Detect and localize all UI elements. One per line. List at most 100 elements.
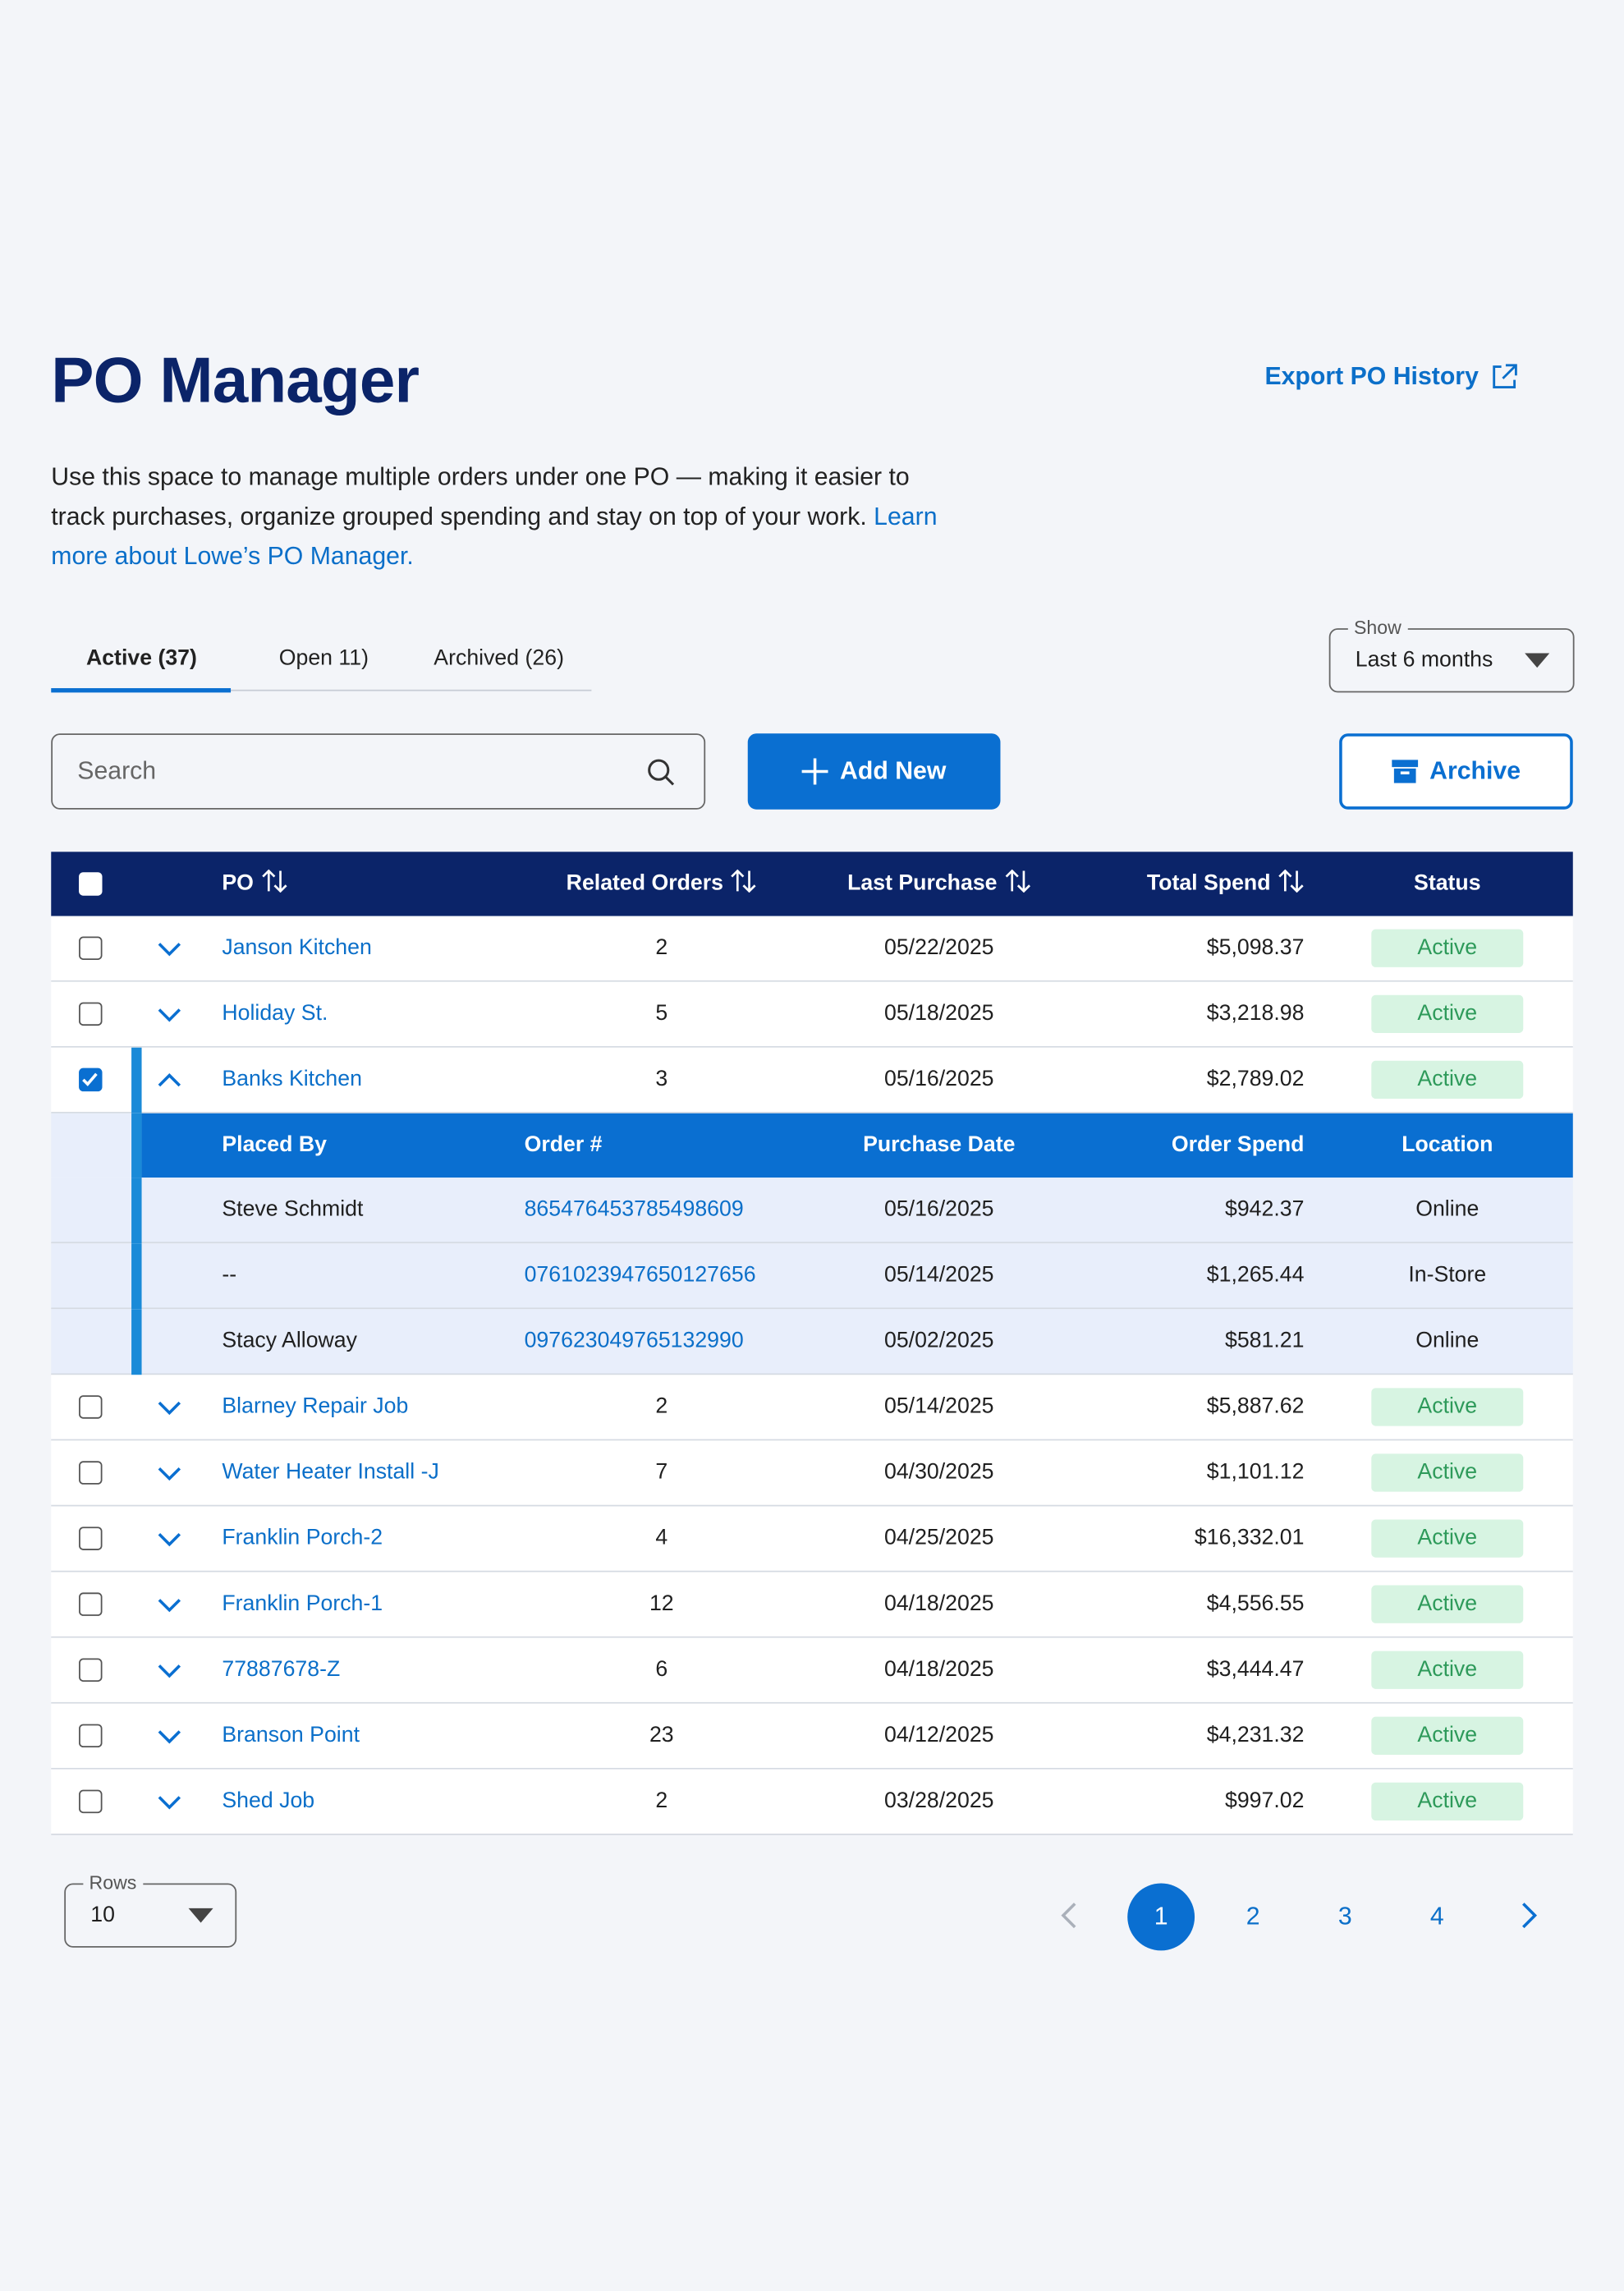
dropdown-label: Show bbox=[1347, 616, 1407, 639]
column-label: Status bbox=[1414, 870, 1481, 896]
order-row: Steve Schmidt 865476453785498609 05/16/202… bbox=[51, 1178, 1573, 1244]
po-name[interactable]: Franklin Porch-2 bbox=[222, 1525, 383, 1550]
description: Use this space to manage multiple orders… bbox=[51, 457, 942, 576]
expand-toggle-svg bbox=[158, 1401, 181, 1416]
order-spend: $942.37 bbox=[1224, 1196, 1305, 1222]
po-row: Banks Kitchen 3 05/16/2025 $2,789.02 Active bbox=[51, 1047, 1573, 1113]
location: Online bbox=[1415, 1196, 1479, 1222]
row-checkbox[interactable] bbox=[79, 1658, 103, 1682]
related-orders: 2 bbox=[655, 1788, 668, 1814]
order-number[interactable]: 0761023947650127656 bbox=[524, 1262, 756, 1288]
status-pill: Active bbox=[1371, 1716, 1524, 1755]
export-link[interactable]: Export PO History bbox=[1264, 362, 1519, 392]
orders-column-header: Purchase Date bbox=[863, 1132, 1016, 1158]
page-title: PO Manager bbox=[51, 344, 420, 417]
po-name[interactable]: Branson Point bbox=[222, 1722, 360, 1748]
order-spend: $581.21 bbox=[1224, 1328, 1305, 1353]
dropdown-value: 10 bbox=[90, 1902, 115, 1927]
sort-icon bbox=[731, 869, 757, 893]
related-orders: 12 bbox=[649, 1591, 674, 1616]
expand-toggle[interactable] bbox=[156, 1398, 182, 1416]
select-all-checkbox[interactable] bbox=[79, 872, 103, 896]
expand-toggle[interactable] bbox=[156, 1464, 182, 1481]
purchase-date: 05/14/2025 bbox=[883, 1262, 994, 1288]
export-text: Export PO History bbox=[1264, 362, 1479, 391]
expand-toggle-svg bbox=[158, 1467, 181, 1481]
row-checkbox[interactable] bbox=[79, 1461, 103, 1485]
po-name[interactable]: Water Heater Install -J bbox=[222, 1459, 439, 1485]
column-header[interactable]: Related Orders bbox=[533, 852, 790, 916]
column-label: Last Purchase bbox=[847, 870, 998, 896]
po-name[interactable]: Banks Kitchen bbox=[222, 1066, 362, 1092]
order-row: -- 0761023947650127656 05/14/2025 $1,265.44… bbox=[51, 1243, 1573, 1310]
page-button[interactable]: 4 bbox=[1429, 1902, 1444, 1931]
expand-toggle[interactable] bbox=[156, 1530, 182, 1547]
po-name[interactable]: Franklin Porch-1 bbox=[222, 1591, 383, 1616]
po-name[interactable]: 77887678-Z bbox=[222, 1656, 341, 1682]
po-name[interactable]: Holiday St. bbox=[222, 1000, 328, 1026]
button-label: Archive bbox=[1429, 756, 1521, 785]
row-checkbox[interactable] bbox=[79, 1724, 103, 1748]
row-checkbox[interactable] bbox=[79, 1789, 103, 1814]
learn-more-link[interactable]: Learn more about Lowe’s PO Manager. bbox=[51, 503, 938, 570]
expand-toggle-svg bbox=[158, 1796, 181, 1810]
rows-dropdown[interactable]: Rows 10 bbox=[64, 1871, 237, 1948]
expand-toggle[interactable] bbox=[156, 1071, 182, 1088]
column-header[interactable]: Last Purchase bbox=[808, 852, 1071, 916]
po-row: Franklin Porch-2 4 04/25/2025 $16,332.01 Act… bbox=[51, 1506, 1573, 1572]
column-label: PO bbox=[222, 870, 254, 896]
orders-header-band bbox=[141, 1113, 1573, 1178]
last-purchase: 04/18/2025 bbox=[883, 1591, 994, 1616]
related-orders: 3 bbox=[655, 1066, 668, 1092]
expand-toggle[interactable] bbox=[156, 1005, 182, 1022]
po-row: Blarney Repair Job 2 05/14/2025 $5,887.62 Ac… bbox=[51, 1375, 1573, 1441]
po-name[interactable]: Janson Kitchen bbox=[222, 934, 372, 961]
next-page[interactable] bbox=[1519, 1901, 1539, 1931]
po-row: 77887678-Z 6 04/18/2025 $3,444.47 Active bbox=[51, 1637, 1573, 1704]
expanded-bar bbox=[131, 1178, 142, 1244]
total-spend: $4,556.55 bbox=[1206, 1591, 1305, 1616]
related-orders: 6 bbox=[655, 1656, 668, 1682]
page-button[interactable]: 1 bbox=[1127, 1883, 1195, 1951]
page-button[interactable]: 2 bbox=[1246, 1902, 1260, 1931]
dropdown-label: Rows bbox=[83, 1871, 143, 1894]
related-orders: 5 bbox=[655, 1000, 668, 1026]
location: In-Store bbox=[1408, 1262, 1487, 1288]
show-dropdown[interactable]: Show Last 6 months bbox=[1328, 616, 1575, 693]
last-purchase: 03/28/2025 bbox=[883, 1788, 994, 1814]
orders-column-header: Location bbox=[1402, 1132, 1493, 1158]
search-box[interactable]: Search bbox=[51, 733, 706, 810]
expand-toggle[interactable] bbox=[156, 939, 182, 957]
last-purchase: 04/25/2025 bbox=[883, 1525, 994, 1550]
tab[interactable]: Open 11) bbox=[278, 645, 369, 671]
tab[interactable]: Archived (26) bbox=[434, 645, 564, 671]
po-name[interactable]: Blarney Repair Job bbox=[222, 1393, 409, 1419]
row-checkbox[interactable] bbox=[79, 1002, 103, 1026]
last-purchase: 05/22/2025 bbox=[883, 934, 994, 961]
row-checkbox[interactable] bbox=[79, 936, 103, 961]
order-number[interactable]: 097623049765132990 bbox=[524, 1328, 744, 1353]
expanded-bar bbox=[131, 1309, 142, 1375]
column-header[interactable]: PO bbox=[222, 852, 287, 916]
row-checkbox[interactable] bbox=[79, 1067, 103, 1092]
row-checkbox[interactable] bbox=[79, 1527, 103, 1550]
expand-toggle-svg bbox=[158, 943, 181, 957]
caret bbox=[188, 1908, 213, 1923]
add-new-button[interactable]: Add New bbox=[747, 733, 1001, 810]
total-spend: $5,887.62 bbox=[1206, 1393, 1305, 1419]
expand-toggle-svg bbox=[158, 1073, 181, 1087]
column-label: Related Orders bbox=[566, 870, 723, 896]
row-checkbox[interactable] bbox=[79, 1395, 103, 1419]
column-header[interactable]: Total Spend bbox=[1099, 852, 1304, 916]
po-name[interactable]: Shed Job bbox=[222, 1788, 315, 1814]
prev-page[interactable] bbox=[1059, 1901, 1080, 1931]
archive-button[interactable]: Archive bbox=[1339, 733, 1573, 810]
order-number[interactable]: 865476453785498609 bbox=[524, 1196, 744, 1222]
expand-toggle[interactable] bbox=[156, 1661, 182, 1678]
tab[interactable]: Active (37) bbox=[85, 645, 197, 671]
page-button[interactable]: 3 bbox=[1337, 1902, 1352, 1931]
row-checkbox[interactable] bbox=[79, 1592, 103, 1616]
expand-toggle[interactable] bbox=[156, 1595, 182, 1613]
expand-toggle[interactable] bbox=[156, 1727, 182, 1744]
expand-toggle[interactable] bbox=[156, 1793, 182, 1810]
